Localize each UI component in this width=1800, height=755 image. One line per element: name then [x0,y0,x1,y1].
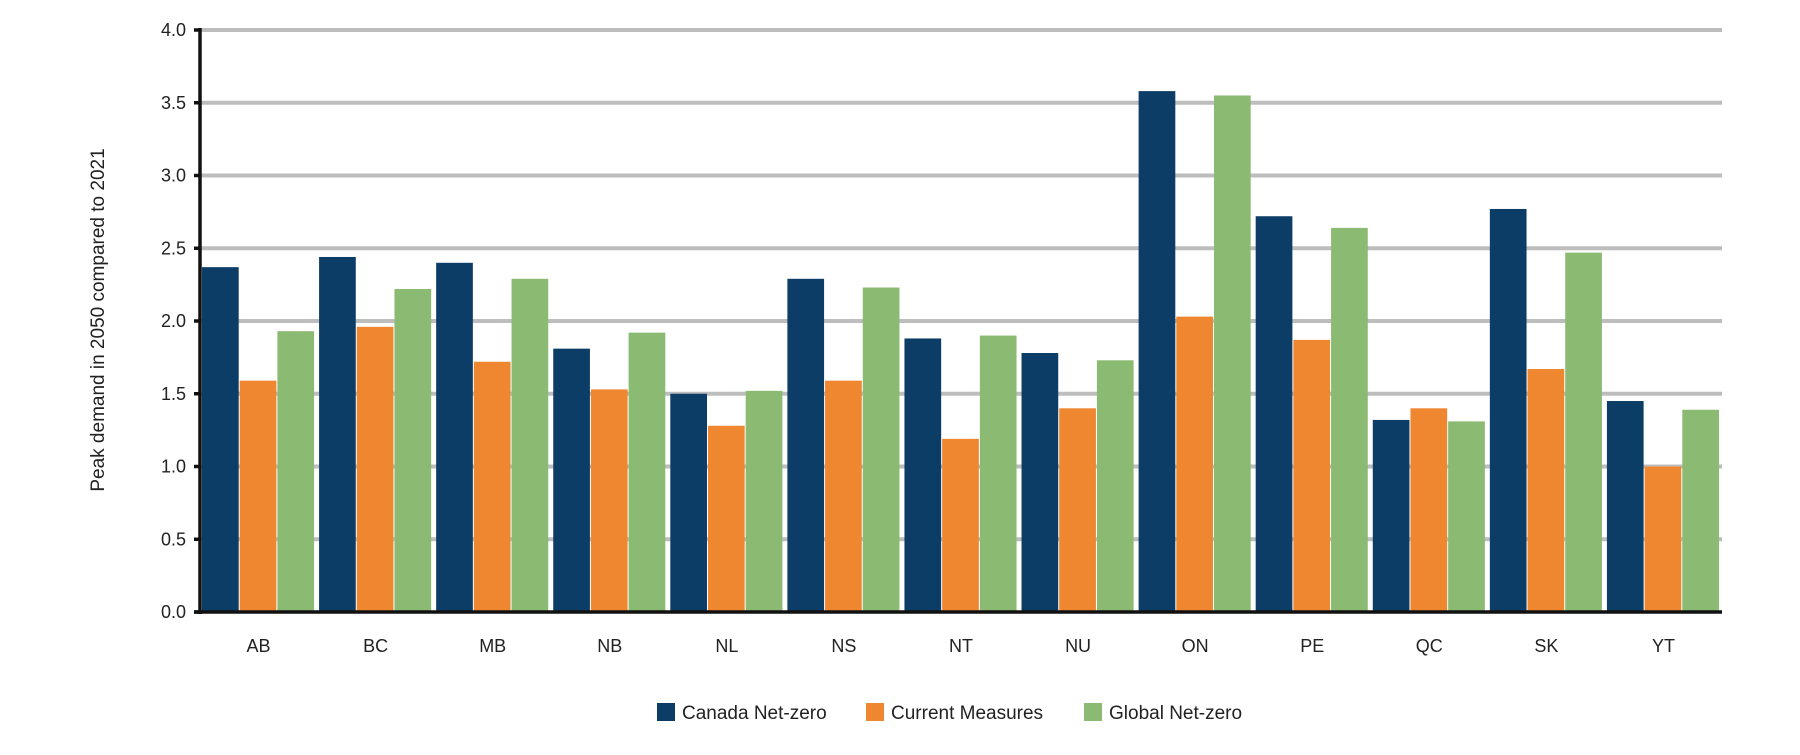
y-tick-label: 2.0 [161,311,186,331]
legend-swatch [866,703,884,721]
y-tick-label: 4.0 [161,20,186,40]
bar-nu-current-measures [1059,408,1096,612]
bar-mb-canada-net-zero [436,262,473,612]
bar-nt-current-measures [942,438,979,612]
bar-on-global-net-zero [1214,95,1251,613]
x-tick-label: NS [831,636,856,656]
x-tick-labels: AB BC MB NB NL NS NT NU ON PE QC SK YT [247,636,1675,656]
bar-sk-global-net-zero [1565,252,1602,613]
bar-yt-global-net-zero [1682,409,1719,612]
y-tick-label: 3.5 [161,93,186,113]
bar-mb-global-net-zero [511,278,549,612]
x-tick-label: SK [1534,636,1558,656]
bar-yt-canada-net-zero [1606,401,1644,612]
bar-pe-current-measures [1293,339,1331,612]
bar-ab-canada-net-zero [202,267,239,612]
y-tick-label: 0.0 [161,602,186,622]
bar-ns-global-net-zero [862,287,900,612]
y-tick-label: 1.0 [161,457,186,477]
x-tick-label: MB [479,636,506,656]
y-tick-label: 2.5 [161,238,186,258]
bar-nb-canada-net-zero [553,348,590,612]
bar-ns-canada-net-zero [787,278,825,612]
bar-nu-global-net-zero [1096,360,1134,612]
y-tick-label: 3.0 [161,166,186,186]
bar-on-current-measures [1176,316,1213,612]
x-tick-label: NT [949,636,973,656]
x-tick-label: ON [1182,636,1209,656]
legend-item-canada-net-zero: Canada Net-zero [657,703,827,724]
bar-nl-global-net-zero [745,390,783,612]
bar-ab-global-net-zero [277,331,315,612]
bar-bc-current-measures [356,326,394,612]
bar-sk-canada-net-zero [1489,208,1527,612]
y-tick-label: 1.5 [161,384,186,404]
bar-nu-canada-net-zero [1021,353,1059,612]
legend: Canada Net-zero Current Measures Global Ne… [657,703,1242,724]
bar-nt-global-net-zero [979,335,1017,612]
bar-sk-current-measures [1527,369,1565,612]
bar-nb-current-measures [590,389,628,612]
legend-swatch [657,703,675,721]
x-tick-label: BC [363,636,388,656]
x-tick-label: YT [1652,636,1675,656]
x-tick-label: NL [715,636,738,656]
bar-nl-canada-net-zero [670,393,707,612]
bar-bc-global-net-zero [394,288,432,612]
y-axis-title: Peak demand in 2050 compared to 2021 [88,148,109,491]
y-tick-label: 0.5 [161,529,186,549]
x-tick-label: QC [1416,636,1443,656]
bar-on-canada-net-zero [1138,91,1176,613]
bar-ns-current-measures [825,380,862,612]
bar-qc-canada-net-zero [1372,419,1410,612]
bar-ab-current-measures [239,380,277,612]
x-tick-label: AB [247,636,271,656]
x-tick-label: PE [1300,636,1324,656]
legend-item-current-measures: Current Measures [866,703,1043,724]
y-tick-labels: 0.0 0.5 1.0 1.5 2.0 2.5 3.0 3.5 4.0 [161,20,186,622]
bar-mb-current-measures [473,361,511,612]
x-tick-label: NU [1065,636,1091,656]
bar-yt-current-measures [1644,466,1682,612]
legend-label: Global Net-zero [1109,703,1242,724]
bar-nb-global-net-zero [628,332,666,612]
bars [202,91,1719,613]
bar-qc-current-measures [1410,408,1448,612]
legend-label: Canada Net-zero [682,703,827,724]
bar-qc-global-net-zero [1448,421,1485,612]
bar-nt-canada-net-zero [904,338,942,612]
legend-swatch [1084,703,1102,721]
axes [194,28,1722,614]
x-tick-label: NB [597,636,622,656]
bar-pe-global-net-zero [1331,227,1368,612]
bar-bc-canada-net-zero [319,256,356,612]
bar-pe-canada-net-zero [1255,216,1293,613]
legend-item-global-net-zero: Global Net-zero [1084,703,1242,724]
bar-nl-current-measures [708,425,745,612]
legend-label: Current Measures [891,703,1043,724]
